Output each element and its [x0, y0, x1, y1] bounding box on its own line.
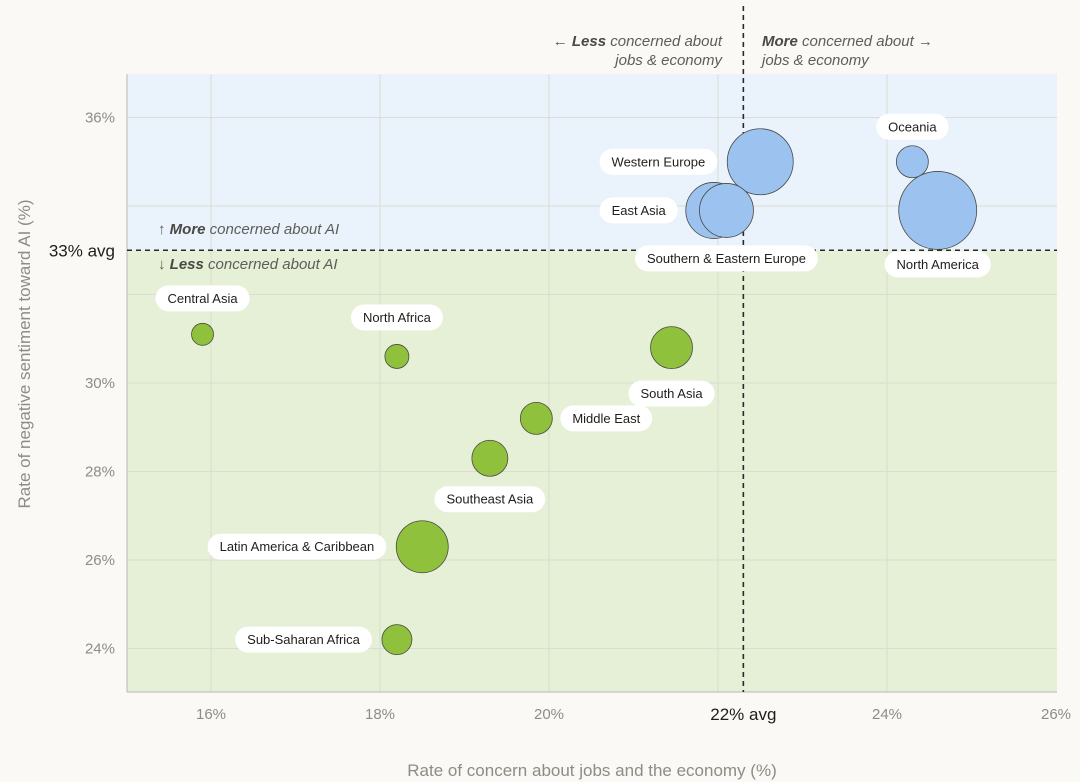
y-less-bold: Less — [170, 256, 204, 273]
x-less-annotation-line2: jobs & economy — [613, 52, 723, 69]
x-less-bold: Less — [572, 33, 606, 50]
label-text: Middle East — [572, 411, 640, 426]
label-pill — [599, 197, 678, 224]
y-more-rest: concerned about AI — [206, 221, 340, 238]
label-pill — [599, 148, 718, 175]
point-latin-america-caribbean — [395, 520, 449, 574]
x-tick-labels: 16% 18% 20% 24% 26% — [196, 706, 1071, 723]
point-north-america — [898, 171, 978, 250]
y-tick-label: 36% — [85, 110, 115, 127]
label-pill — [434, 486, 546, 513]
point-label: Western Europe — [599, 148, 718, 175]
point-sub-saharan-africa — [381, 624, 413, 656]
x-tick-label: 20% — [534, 706, 564, 723]
point-label: Oceania — [876, 113, 949, 140]
point-label: Sub-Saharan Africa — [235, 626, 372, 653]
label-pill — [235, 626, 372, 653]
x-more-bold: More — [762, 33, 798, 50]
label-text: South Asia — [640, 386, 703, 401]
label-pill — [560, 405, 653, 432]
label-pill — [884, 251, 991, 278]
point-label: East Asia — [599, 197, 678, 224]
label-pill — [155, 285, 250, 312]
label-text: North America — [897, 257, 980, 272]
point-central-asia — [191, 322, 214, 346]
right-arrow-icon: → — [914, 33, 933, 50]
y-tick-label: 30% — [85, 375, 115, 392]
x-less-rest: concerned about — [606, 33, 723, 50]
point-southeast-asia — [471, 439, 509, 477]
label-text: Latin America & Caribbean — [220, 539, 375, 554]
point-labels: Western Europe East Asia Southern & Easter… — [155, 113, 991, 653]
label-text: Oceania — [888, 119, 937, 134]
label-text: Southeast Asia — [446, 492, 533, 507]
point-label: Middle East — [560, 405, 653, 432]
y-more-annotation: ↑ More concerned about AI — [158, 221, 339, 238]
point-label: North America — [884, 251, 991, 278]
label-pill — [207, 533, 387, 560]
x-tick-label: 16% — [196, 706, 226, 723]
label-text: North Africa — [363, 310, 432, 325]
up-arrow-icon: ↑ — [158, 221, 170, 238]
down-arrow-icon: ↓ — [158, 256, 170, 273]
point-label: Southern & Eastern Europe — [634, 245, 818, 272]
x-tick-label: 24% — [872, 706, 902, 723]
point-label: Southeast Asia — [434, 486, 546, 513]
y-tick-labels: 24% 26% 28% 30% 36% — [85, 110, 115, 658]
label-pill — [628, 380, 715, 407]
x-average-label: 22% avg — [710, 705, 776, 724]
point-western-europe — [726, 128, 794, 196]
point-southern-eastern-europe — [699, 183, 754, 238]
label-pill — [876, 113, 949, 140]
y-more-bold: More — [170, 221, 206, 238]
point-label: South Asia — [628, 380, 715, 407]
y-less-rest: concerned about AI — [204, 256, 338, 273]
point-label: North Africa — [350, 304, 443, 331]
y-average-label: 33% avg — [49, 241, 115, 260]
y-tick-label: 28% — [85, 464, 115, 481]
y-less-annotation: ↓ Less concerned about AI — [158, 256, 338, 273]
label-text: Central Asia — [168, 291, 239, 306]
left-arrow-icon: ← — [553, 33, 572, 50]
point-label: Latin America & Caribbean — [207, 533, 387, 560]
x-tick-label: 26% — [1041, 706, 1071, 723]
y-tick-label: 24% — [85, 641, 115, 658]
label-text: Sub-Saharan Africa — [247, 632, 361, 647]
x-axis-title: Rate of concern about jobs and the econo… — [407, 761, 777, 780]
label-text: Western Europe — [612, 154, 706, 169]
x-less-annotation-line1: ← Less concerned about — [553, 33, 723, 50]
y-axis-title: Rate of negative sentiment toward AI (%) — [15, 200, 34, 509]
x-more-rest: concerned about — [798, 33, 915, 50]
y-tick-label: 26% — [85, 552, 115, 569]
point-south-asia — [650, 326, 693, 370]
data-points — [191, 128, 978, 656]
point-label: Central Asia — [155, 285, 250, 312]
label-pill — [350, 304, 443, 331]
label-text: Southern & Eastern Europe — [647, 251, 806, 266]
label-text: East Asia — [612, 203, 667, 218]
label-pill — [634, 245, 818, 272]
x-tick-label: 18% — [365, 706, 395, 723]
point-north-africa — [384, 344, 410, 369]
x-more-annotation-line1: More concerned about → — [762, 33, 933, 50]
point-oceania — [895, 145, 929, 179]
point-middle-east — [519, 401, 553, 435]
x-more-annotation-line2: jobs & economy — [760, 52, 870, 69]
